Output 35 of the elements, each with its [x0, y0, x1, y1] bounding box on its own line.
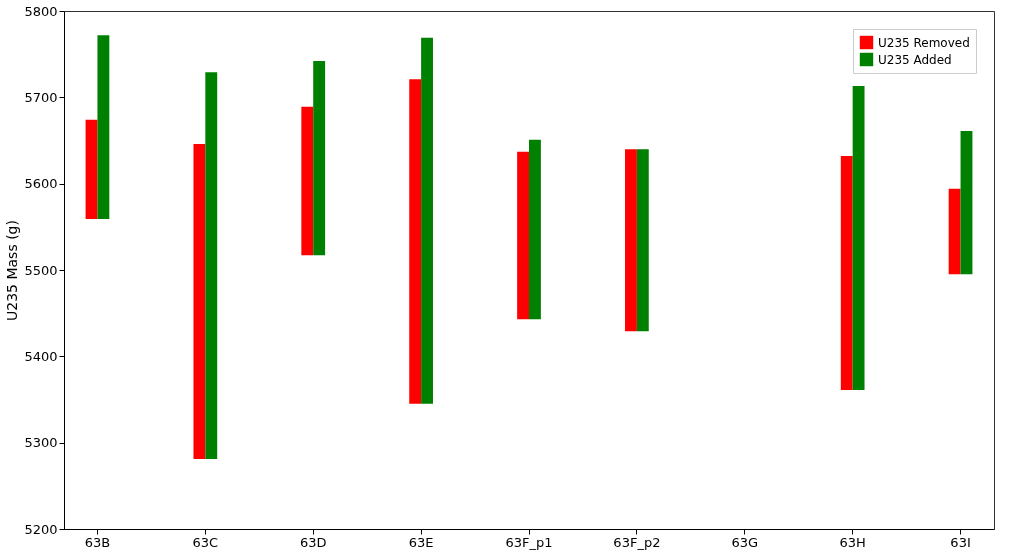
y-tick-label: 5600 — [24, 176, 58, 192]
y-tick-label: 5400 — [24, 348, 58, 364]
legend-label: U235 Removed — [878, 35, 970, 50]
x-tick-label: 63D — [299, 534, 327, 550]
x-tick-label: 63E — [408, 534, 434, 550]
x-tick-label: 63F_p2 — [613, 534, 661, 550]
x-tick-label: 63G — [731, 534, 759, 550]
bar — [960, 131, 973, 275]
bar — [852, 86, 865, 390]
bar — [409, 79, 422, 404]
x-tick-label: 63C — [192, 534, 219, 550]
x-tick-label: 63I — [950, 534, 971, 550]
bar — [85, 119, 98, 220]
y-tick-label: 5500 — [24, 262, 58, 278]
y-tick-label: 5200 — [24, 521, 58, 537]
bar — [205, 72, 218, 460]
x-tick-label: 63B — [84, 534, 111, 550]
bar — [421, 37, 433, 404]
bar — [193, 143, 206, 460]
legend-label: U235 Added — [878, 52, 952, 67]
x-tick-label: 63F_p1 — [505, 534, 553, 550]
bar — [529, 139, 541, 320]
bar — [517, 151, 529, 320]
bar — [840, 156, 853, 390]
bar — [636, 149, 649, 332]
y-tick-label: 5800 — [24, 3, 58, 19]
bar — [97, 35, 110, 220]
bar — [313, 61, 326, 256]
bar — [301, 106, 314, 256]
y-axis-title: U235 Mass (g) — [4, 220, 21, 321]
y-tick-label: 5700 — [24, 89, 58, 105]
bar — [625, 149, 637, 332]
x-tick-label: 63H — [839, 534, 866, 550]
bar — [948, 188, 961, 275]
y-tick-label: 5300 — [24, 435, 58, 451]
